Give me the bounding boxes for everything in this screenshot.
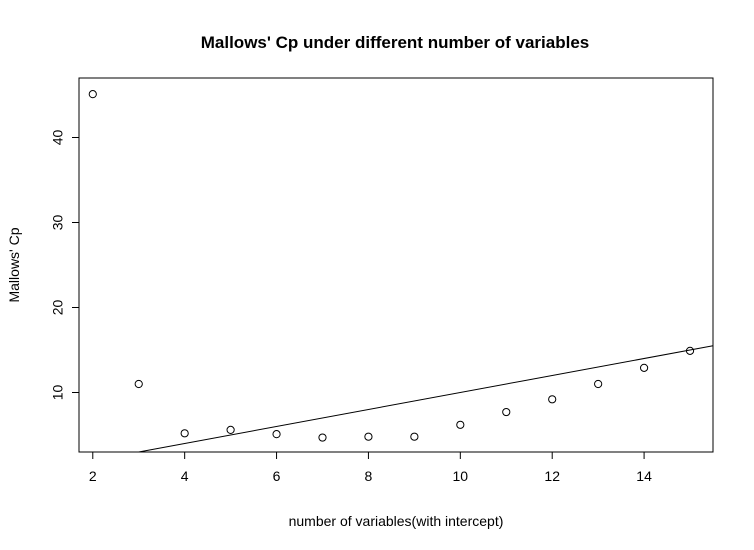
data-point xyxy=(226,425,235,434)
x-tick-label: 8 xyxy=(365,468,373,484)
data-points xyxy=(88,90,695,442)
data-point xyxy=(364,432,373,441)
data-point xyxy=(456,420,465,429)
data-point xyxy=(548,395,557,404)
x-tick-label: 4 xyxy=(181,468,189,484)
data-point xyxy=(318,433,327,442)
x-tick-label: 6 xyxy=(273,468,281,484)
y-tick-label: 40 xyxy=(50,130,66,146)
y-axis: 10 20 30 40 xyxy=(50,130,79,401)
y-tick-label: 30 xyxy=(50,215,66,231)
y-tick-label: 20 xyxy=(50,300,66,316)
data-point xyxy=(180,429,189,438)
data-point xyxy=(594,379,603,389)
chart-title: Mallows' Cp under different number of va… xyxy=(201,33,590,52)
x-axis: 2 4 6 8 10 12 14 xyxy=(89,452,652,484)
data-point xyxy=(410,432,419,441)
y-tick-label: 10 xyxy=(50,385,66,401)
x-tick-label: 12 xyxy=(544,468,560,484)
data-point xyxy=(88,90,97,99)
x-tick-label: 14 xyxy=(636,468,652,484)
reference-line-layer xyxy=(138,345,714,453)
x-tick-label: 10 xyxy=(453,468,469,484)
data-point xyxy=(639,363,649,372)
data-point xyxy=(502,407,511,417)
y-axis-label: Mallows' Cp xyxy=(6,227,22,302)
data-point xyxy=(685,346,695,355)
data-point xyxy=(272,430,281,439)
x-tick-label: 2 xyxy=(89,468,97,484)
plot-frame xyxy=(78,77,714,453)
x-axis-label: number of variables(with intercept) xyxy=(289,513,504,529)
data-point xyxy=(134,379,143,389)
reference-line xyxy=(138,345,714,453)
